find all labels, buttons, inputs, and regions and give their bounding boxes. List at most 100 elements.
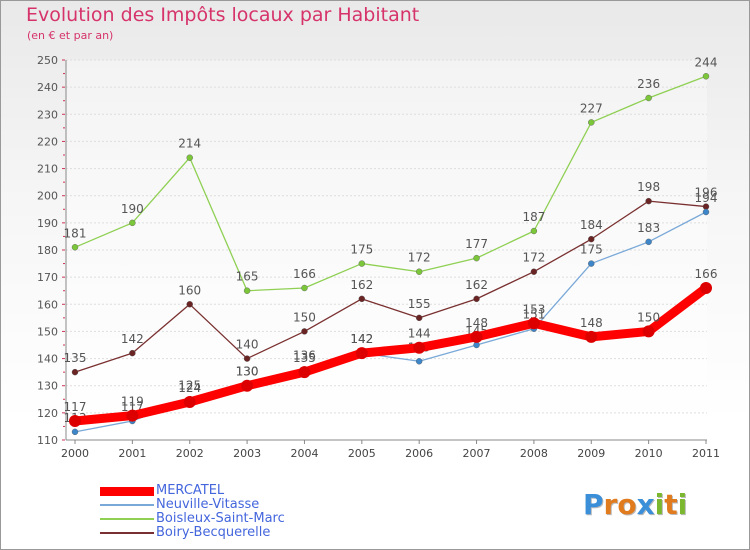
data-label: 148: [465, 316, 488, 330]
logo-letter: o: [617, 488, 637, 521]
logo-letter: x: [636, 488, 655, 521]
logo-letter: i: [677, 488, 688, 521]
y-tick-label: 120: [37, 407, 58, 420]
data-point: [473, 341, 480, 349]
data-point: [473, 295, 480, 303]
data-label: 227: [580, 101, 603, 115]
x-tick-label: 2006: [405, 447, 433, 460]
y-tick-label: 130: [37, 380, 58, 393]
data-label: 236: [637, 77, 660, 91]
data-point: [415, 268, 423, 275]
data-point: [645, 197, 652, 205]
y-tick-label: 250: [37, 54, 58, 67]
data-label: 150: [293, 310, 316, 324]
data-point: [358, 260, 366, 267]
data-label: 190: [121, 202, 144, 216]
data-point: [301, 284, 308, 292]
data-point: [645, 94, 652, 102]
data-point: [415, 314, 423, 322]
y-tick-label: 200: [37, 190, 58, 203]
data-point: [186, 301, 193, 308]
legend-swatch-neuville-vitasse: [100, 504, 154, 506]
data-point: [645, 238, 652, 246]
data-label: 172: [408, 251, 431, 265]
logo-letter: i: [654, 488, 665, 521]
data-label: 130: [236, 365, 259, 379]
y-tick-label: 190: [37, 217, 58, 230]
x-tick-label: 2010: [635, 447, 663, 460]
data-label: 142: [350, 332, 373, 346]
data-point: [585, 330, 598, 343]
data-point: [129, 349, 136, 357]
series-line: [74, 75, 707, 292]
x-tick-label: 2005: [348, 447, 376, 460]
data-label: 155: [408, 297, 431, 311]
data-point: [702, 73, 710, 80]
legend-item-boisleux-saint-marc[interactable]: Boisleux-Saint-Marc: [100, 512, 340, 526]
data-label: 151: [522, 308, 545, 322]
data-point: [588, 260, 595, 267]
y-tick-label: 180: [37, 244, 58, 257]
data-label: 214: [178, 137, 201, 151]
x-tick-label: 2000: [61, 447, 89, 460]
data-point: [588, 119, 595, 126]
data-label: 136: [293, 348, 316, 362]
data-label: 144: [408, 327, 431, 341]
y-tick-label: 140: [37, 353, 58, 366]
data-label: 198: [637, 180, 660, 194]
data-label: 166: [695, 267, 718, 281]
data-point: [298, 366, 311, 379]
legend-swatch-mercatel: [100, 487, 154, 496]
x-tick-label: 2004: [290, 447, 318, 460]
data-label: 140: [236, 338, 259, 352]
data-label: 162: [350, 278, 373, 292]
data-point: [413, 341, 426, 354]
legend-item-boiry-becquerelle[interactable]: Boiry-Becquerelle: [100, 526, 340, 540]
proxiti-logo: Proxiti: [583, 488, 687, 521]
data-label: 135: [64, 351, 87, 365]
data-point: [415, 358, 423, 365]
y-tick-label: 210: [37, 163, 58, 176]
legend-item-neuville-vitasse[interactable]: Neuville-Vitasse: [100, 498, 340, 512]
data-label: 196: [695, 186, 718, 200]
x-tick-label: 2007: [463, 447, 491, 460]
data-label: 153: [522, 302, 545, 316]
legend-swatch-boisleux-saint-marc: [100, 518, 154, 520]
data-point: [243, 355, 251, 362]
x-tick-label: 2009: [577, 447, 605, 460]
data-point: [588, 235, 595, 243]
logo-letter: t: [664, 488, 678, 521]
data-label: 117: [64, 400, 87, 414]
data-label: 125: [178, 378, 201, 392]
series-line: [74, 200, 707, 373]
y-tick-label: 110: [37, 434, 58, 447]
data-point: [530, 227, 538, 235]
data-label: 124: [178, 381, 201, 395]
data-point: [702, 208, 710, 216]
legend: MERCATEL Neuville-Vitasse Boisleux-Saint…: [100, 484, 340, 540]
data-label: 166: [293, 267, 316, 281]
data-point: [243, 287, 251, 294]
legend-label-mercatel: MERCATEL: [156, 483, 225, 498]
data-label: 172: [522, 251, 545, 265]
data-point: [301, 328, 308, 335]
data-point: [470, 330, 483, 343]
data-point: [71, 428, 79, 436]
data-point: [473, 254, 480, 262]
x-tick-label: 2003: [233, 447, 261, 460]
data-label: 142: [121, 332, 144, 346]
legend-label-boisleux-saint-marc: Boisleux-Saint-Marc: [156, 511, 285, 526]
y-tick-label: 160: [37, 298, 58, 311]
logo-letter: r: [603, 488, 618, 521]
data-label: 165: [236, 270, 259, 284]
data-label: 130: [236, 365, 259, 379]
data-label: 142: [350, 332, 373, 346]
data-label: 194: [695, 191, 718, 205]
legend-item-mercatel[interactable]: MERCATEL: [100, 484, 340, 498]
y-tick-label: 240: [37, 81, 58, 94]
x-tick-label: 2002: [176, 447, 204, 460]
data-point: [126, 409, 139, 422]
data-label: 148: [580, 316, 603, 330]
x-tick-label: 2011: [692, 447, 720, 460]
